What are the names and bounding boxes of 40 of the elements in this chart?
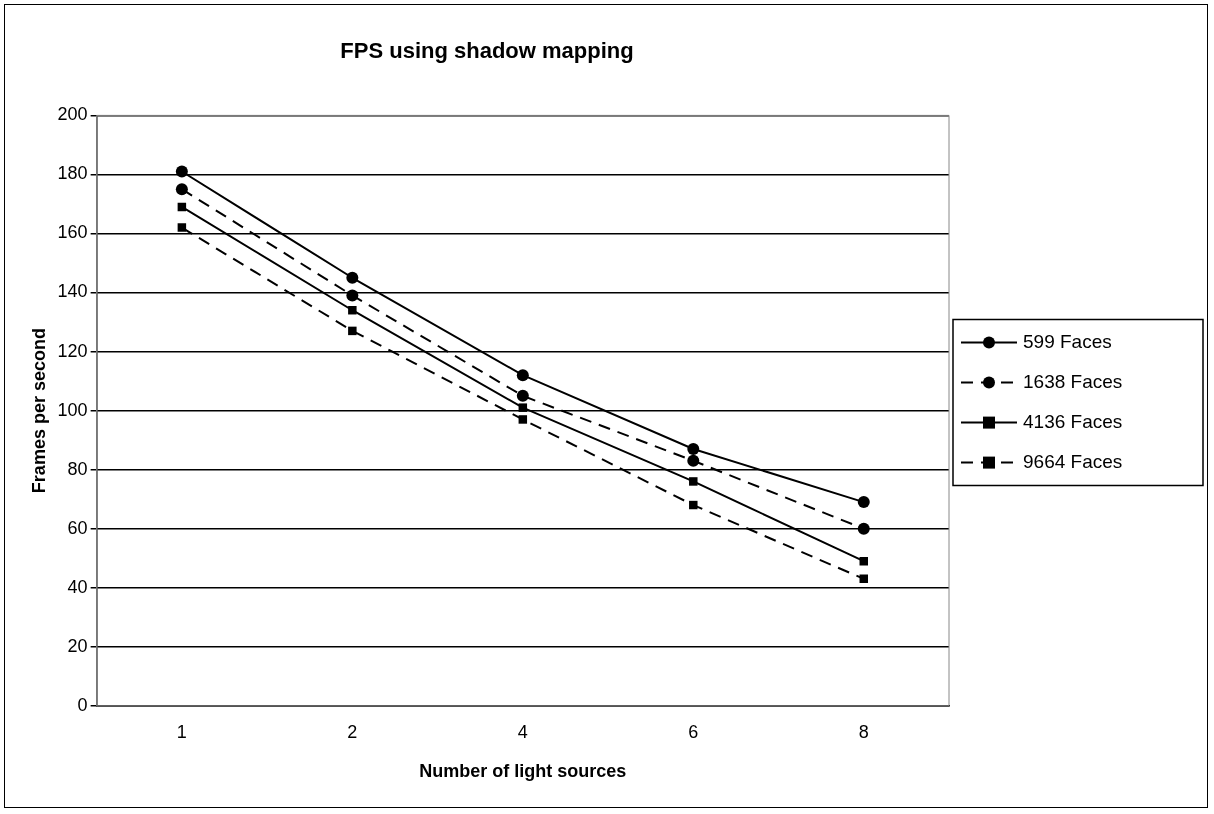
x-tick-label: 2 — [347, 721, 358, 742]
point — [348, 326, 357, 336]
y-tick-label: 140 — [57, 281, 88, 302]
point — [518, 403, 528, 412]
legend-label: 1638 Faces — [1023, 370, 1123, 392]
point — [857, 496, 870, 509]
x-tick-label: 1 — [176, 721, 187, 742]
point — [857, 522, 870, 535]
point — [175, 183, 188, 196]
y-tick-label: 40 — [67, 576, 88, 597]
point — [177, 223, 187, 232]
y-axis-title: Frames per second — [28, 328, 49, 494]
point — [175, 165, 188, 178]
point — [518, 415, 528, 424]
legend-label: 9664 Faces — [1023, 450, 1123, 472]
point — [346, 271, 359, 284]
y-tick-label: 60 — [67, 517, 88, 538]
x-axis-title: Number of light sources — [419, 761, 627, 782]
x-tick-label: 4 — [517, 721, 528, 742]
point — [687, 454, 700, 467]
x-tick-label: 6 — [688, 721, 699, 742]
point — [689, 477, 698, 486]
y-tick-label: 20 — [67, 635, 88, 656]
y-tick-label: 180 — [57, 163, 88, 184]
chart-title: FPS using shadow mapping — [340, 38, 634, 64]
point — [516, 369, 529, 382]
point — [516, 389, 529, 402]
point — [346, 289, 359, 302]
legend-label: 599 Faces — [1023, 330, 1112, 352]
y-tick-label: 100 — [57, 399, 88, 420]
x-tick-label: 8 — [858, 721, 869, 742]
y-tick-label: 80 — [67, 458, 88, 479]
legend-label: 4136 Faces — [1023, 410, 1123, 432]
y-tick-label: 120 — [57, 340, 88, 361]
point — [687, 442, 700, 455]
y-tick-label: 200 — [57, 104, 88, 125]
point — [348, 305, 357, 315]
y-tick-label: 160 — [57, 222, 88, 243]
point — [689, 500, 698, 510]
y-tick-label: 0 — [77, 694, 88, 715]
